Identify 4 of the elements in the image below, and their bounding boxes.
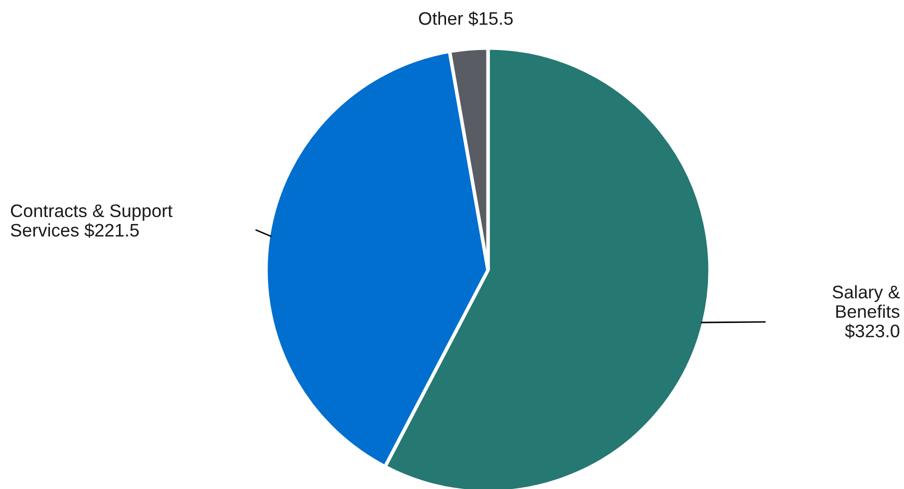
slice-label: Other $15.5 (418, 11, 513, 26)
slice-label: Salary & Benefits (832, 285, 900, 318)
slice-label: Contracts & Support Services $221.5 (10, 204, 172, 238)
data-label: $323.0 (845, 324, 900, 338)
